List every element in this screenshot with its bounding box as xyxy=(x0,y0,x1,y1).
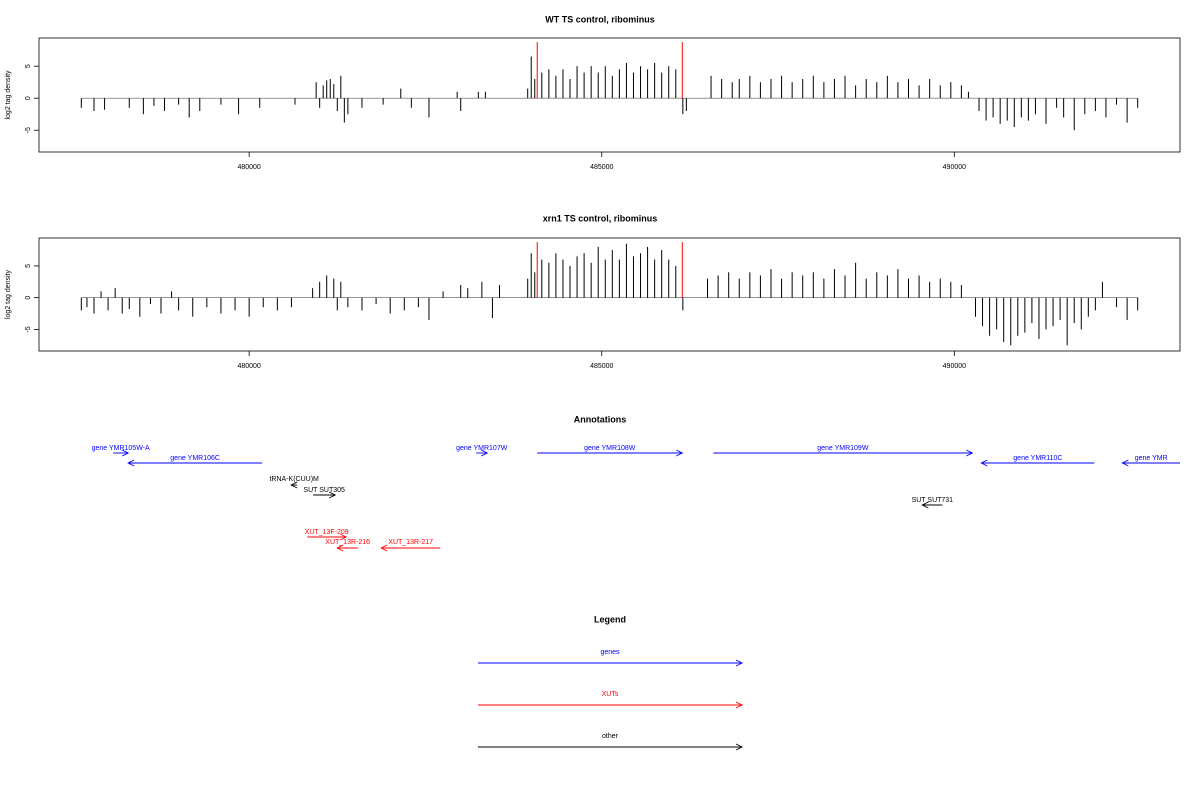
legend-arrow-head xyxy=(735,743,744,751)
legend-arrow-head xyxy=(735,659,744,667)
plot-frame xyxy=(38,237,1181,352)
legend-label: XUTs xyxy=(602,691,619,698)
y-tick-label: 0 xyxy=(25,296,32,300)
legend-label: genes xyxy=(600,649,620,656)
y-tick-label: -5 xyxy=(25,326,32,332)
feature-label: SUT SUT731 xyxy=(912,497,954,504)
x-tick-label: 485000 xyxy=(590,164,613,171)
feature-arrow-head xyxy=(121,449,130,457)
feature-arrow-head xyxy=(328,491,337,499)
feature-label: gene YMR105W-A xyxy=(92,445,150,452)
chart-title: WT TS control, ribominus xyxy=(545,14,655,24)
feature-label: XUT_13R-217 xyxy=(388,539,433,546)
legend-title: Legend xyxy=(594,614,626,624)
feature-arrow-head xyxy=(676,449,684,457)
legend-label: other xyxy=(602,733,619,740)
y-tick-label: 5 xyxy=(25,264,32,268)
feature-arrow-head xyxy=(339,533,348,541)
feature-arrow-head xyxy=(380,544,388,552)
y-axis-label: log2 tag density xyxy=(5,269,12,319)
chart-title: xrn1 TS control, ribominus xyxy=(543,213,658,223)
feature-arrow-head xyxy=(980,459,988,467)
y-tick-label: -5 xyxy=(25,127,32,133)
feature-arrow-head xyxy=(481,449,489,457)
feature-label: gene YMR107W xyxy=(456,445,508,452)
feature-arrow-head xyxy=(290,481,298,489)
feature-label: XUT_13R-216 xyxy=(325,539,370,546)
x-tick-label: 480000 xyxy=(237,164,260,171)
feature-arrow-head xyxy=(921,501,929,509)
feature-label: tRNA-K(CUU)M xyxy=(269,476,319,483)
x-tick-label: 485000 xyxy=(590,363,613,370)
x-tick-label: 480000 xyxy=(237,363,260,370)
feature-arrow-head xyxy=(966,449,974,457)
x-tick-label: 490000 xyxy=(943,164,966,171)
feature-arrow-head xyxy=(336,544,344,552)
x-tick-label: 490000 xyxy=(943,363,966,370)
feature-arrow-head xyxy=(127,459,135,467)
feature-arrow-head xyxy=(1121,459,1129,467)
feature-label: gene YMR xyxy=(1135,455,1168,462)
legend-arrow-head xyxy=(735,701,744,709)
y-axis-label: log2 tag density xyxy=(5,70,12,120)
y-tick-label: 0 xyxy=(25,96,32,100)
feature-label: XUT_13F-209 xyxy=(305,529,349,536)
feature-label: gene YMR106C xyxy=(170,455,220,462)
feature-label: gene YMR109W xyxy=(817,445,869,452)
plot-frame xyxy=(38,37,1181,153)
y-tick-label: 5 xyxy=(25,64,32,68)
feature-label: gene YMR108W xyxy=(584,445,636,452)
annotations-title: Annotations xyxy=(574,414,627,424)
feature-label: gene YMR110C xyxy=(1013,455,1062,462)
feature-label: SUT SUT305 xyxy=(303,487,345,494)
